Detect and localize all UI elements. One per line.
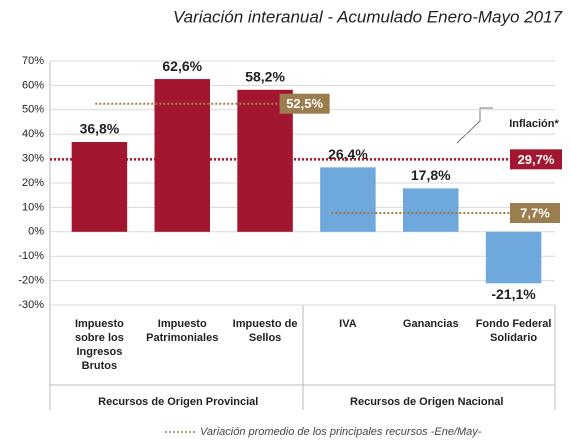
- y-tick-label: 60%: [22, 79, 44, 91]
- group-label: Recursos de Origen Nacional: [350, 396, 503, 408]
- value-label: 17,8%: [411, 167, 451, 183]
- value-label: -21,1%: [491, 286, 536, 302]
- y-tick-label: 20%: [22, 177, 44, 189]
- average-label: 52,5%: [286, 96, 323, 111]
- average-label: 7,7%: [520, 205, 550, 220]
- inflation-label: 29,7%: [518, 152, 555, 167]
- y-tick-label: 10%: [22, 201, 44, 213]
- x-tick-label: Impuesto de Sellos: [232, 318, 298, 344]
- y-tick-label: 70%: [22, 55, 44, 67]
- group-label: Recursos de Origen Provincial: [98, 396, 258, 408]
- y-tick-label: 50%: [22, 104, 44, 116]
- inflation-name: Inflación*: [509, 118, 559, 130]
- chart-title: Variación interanual - Acumulado Enero-M…: [173, 7, 563, 26]
- x-tick-label: Ganancias: [402, 318, 459, 330]
- bar: [485, 231, 542, 284]
- x-tick-label: Fondo Federal Solidario: [475, 318, 552, 344]
- x-tick-label: Impuesto sobre los Ingresos Brutos: [74, 318, 124, 372]
- inflation-box: [510, 149, 562, 170]
- bar: [154, 79, 210, 232]
- annotation-line: [456, 107, 493, 144]
- x-tick-label: Impuesto Patrimoniales: [146, 318, 219, 344]
- average-box: [510, 203, 560, 224]
- y-tick-label: 40%: [22, 128, 44, 140]
- y-tick-label: 30%: [22, 153, 44, 165]
- value-label: 62,6%: [162, 58, 202, 74]
- bar: [71, 142, 128, 232]
- y-tick-label: -20%: [18, 275, 44, 287]
- bar: [320, 167, 376, 232]
- x-tick-label: IVA: [339, 318, 357, 330]
- y-tick-label: -10%: [18, 250, 44, 262]
- legend-label: Variación promedio de los principales re…: [200, 426, 482, 438]
- value-label: 36,8%: [80, 121, 120, 137]
- y-tick-label: 0%: [28, 226, 44, 238]
- y-tick-label: -30%: [18, 299, 44, 311]
- bar: [403, 188, 459, 232]
- value-label: 58,2%: [245, 68, 285, 84]
- average-box: [279, 93, 330, 114]
